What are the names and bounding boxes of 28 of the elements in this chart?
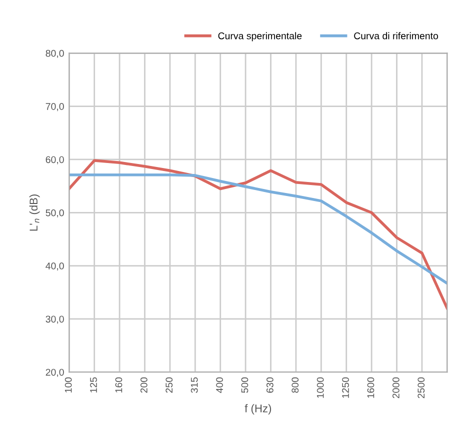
y-tick-label: 50,0 <box>46 209 64 218</box>
line-series <box>69 159 448 310</box>
y-tick-label: 30,0 <box>46 316 64 324</box>
legend-label: Curva di riferimento <box>354 32 438 40</box>
x-tick-label: 2000 <box>392 377 400 398</box>
x-tick-label: 200 <box>140 377 148 393</box>
x-tick-label: 1000 <box>316 377 324 398</box>
x-tick-label: 125 <box>90 377 97 392</box>
x-tick-label: 160 <box>115 377 122 392</box>
y-tick-label: 70,0 <box>46 103 64 112</box>
line-series <box>69 174 448 285</box>
x-tick-label: 2500 <box>418 377 425 398</box>
x-tick-label: 1600 <box>367 377 374 398</box>
y-tick-label: 40,0 <box>46 262 64 271</box>
x-tick-label: 315 <box>190 377 198 393</box>
x-axis-title: f (Hz) <box>244 404 272 415</box>
legend-label: Curva sperimentale <box>218 32 302 42</box>
x-tick-label: 400 <box>216 377 223 393</box>
x-tick-label: 100 <box>64 377 72 392</box>
y-tick-label: 60,0 <box>46 156 64 164</box>
x-tick-label: 500 <box>241 377 248 393</box>
y-tick-label: 20,0 <box>46 368 64 377</box>
x-tick-label: 630 <box>266 377 274 393</box>
y-tick-label: 80,0 <box>46 50 64 58</box>
x-tick-label: 1250 <box>342 377 349 398</box>
x-tick-label: 250 <box>166 377 173 393</box>
x-tick-label: 800 <box>292 377 299 393</box>
y-axis-title: L'$_{n}$ (dB) <box>29 194 40 231</box>
